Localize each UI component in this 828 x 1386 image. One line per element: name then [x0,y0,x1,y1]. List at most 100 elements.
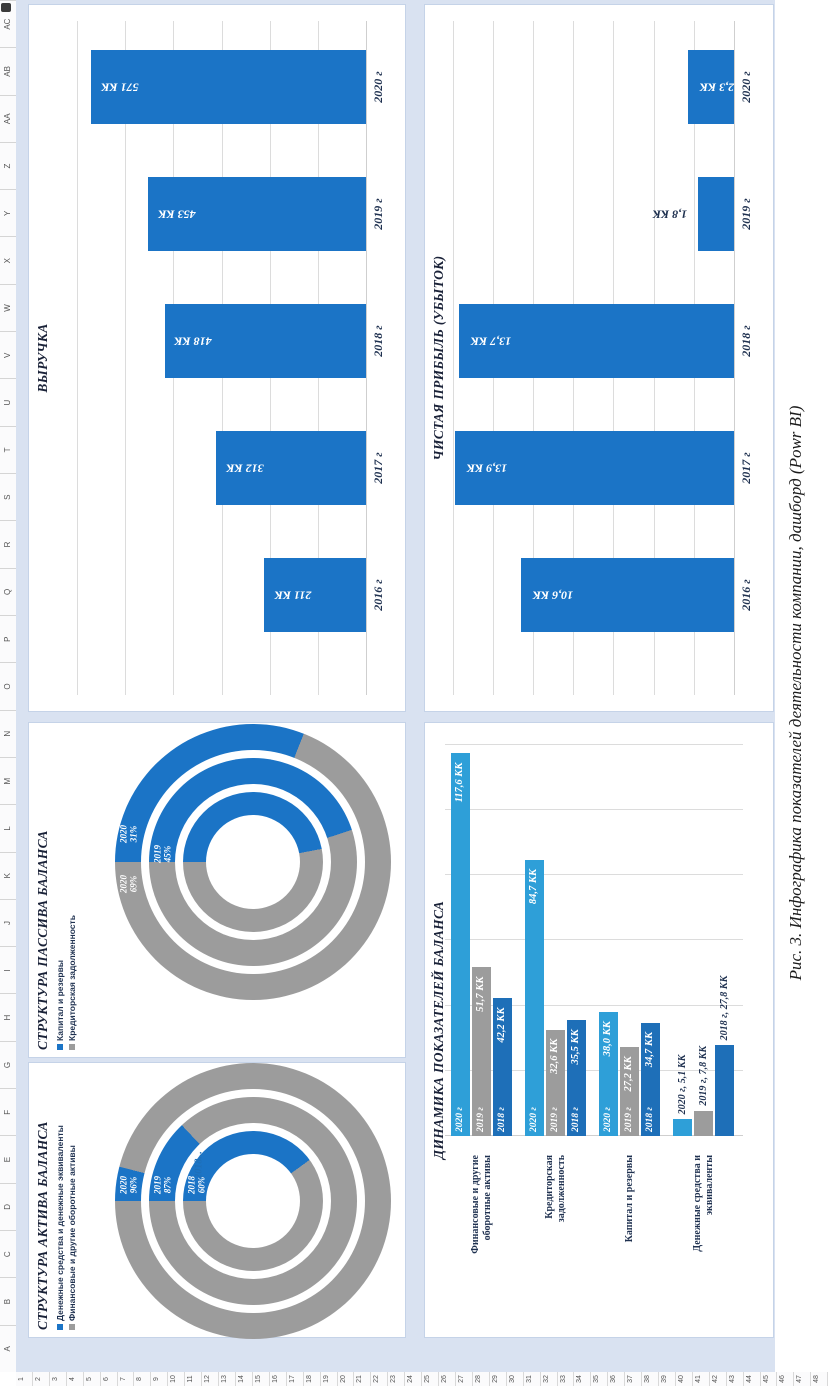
panel-balance-dynamics: ДИНАМИКА ПОКАЗАТЕЛЕЙ БАЛАНСА Финансовые … [424,722,774,1338]
row-number: 27 [455,1372,473,1386]
row-number: 16 [269,1372,287,1386]
column-letter-J: J [0,898,16,947]
gridline [445,874,743,876]
bar-year-label: 2019 г [550,1107,560,1132]
bar-value-label: 312 КК [225,461,264,476]
column-letter-B: B [0,1277,16,1325]
bar-2020 г [673,1119,692,1136]
ring-label-2020: 2020 69% [118,875,139,893]
row-number: 7 [117,1372,135,1386]
column-letter-I: I [0,946,16,994]
bar-outside-label: 2019 г, 7,8 КК [698,1045,709,1106]
row-number: 5 [83,1372,101,1386]
row-number: 48 [811,1372,828,1386]
bar-2018 г [715,1045,734,1136]
column-letter-AA: AA [0,94,16,142]
bar-year-label: 2020 г [603,1107,613,1132]
row-number: 22 [371,1372,389,1386]
row-number: 41 [692,1372,710,1386]
bar-2020 г [451,752,470,1136]
x-axis-label: 2020 г [371,71,385,103]
row-number: 18 [303,1372,321,1386]
bar-value-label: 1,8 КК [652,207,688,222]
row-number: 35 [591,1372,609,1386]
column-letter-X: X [0,236,16,284]
column-letter-C: C [0,1230,16,1278]
column-letter-W: W [0,283,16,332]
row-number: 32 [540,1372,558,1386]
bar-outside-label: 2020 г, 5,1 КК [677,1054,688,1115]
x-axis-label: 2017 г [739,452,753,484]
bar-year-label: 2018 г [645,1107,655,1132]
bar-value-label: 35,5 КК [570,1029,581,1065]
row-number: 37 [625,1372,643,1386]
gridline [452,21,454,695]
row-number: 1 [16,1372,33,1386]
column-letter-L: L [0,804,16,852]
bar-2019 г [697,177,734,251]
column-letter-V: V [0,331,16,379]
panel-net-profit: ЧИСТАЯ ПРИБЫЛЬ (УБЫТОК) 2016 г 10,6 КК 201… [424,4,774,712]
bar-value-label: 13,9 КК [466,461,507,476]
column-letter-T: T [0,425,16,474]
column-letter-F: F [0,1088,16,1136]
bar-2019 г [694,1110,713,1136]
panel-liabilities-structure: СТРУКТУРА ПАССИВА БАЛАНСА Капитал и резе… [28,722,406,1058]
bar-value-label: 117,6 КК [454,762,465,803]
x-axis-label: 2019 г [371,198,385,230]
legend-swatch [57,1324,63,1330]
x-axis-label: 2016 г [739,579,753,611]
row-number: 14 [235,1372,253,1386]
column-letter-A: A [0,1324,16,1372]
bar-year-label: 2020 г [455,1107,465,1132]
column-letter-D: D [0,1182,16,1231]
x-axis-label: 2020 г [739,71,753,103]
column-letter-AB: AB [0,47,16,95]
row-number: 28 [472,1372,490,1386]
row-number: 23 [388,1372,406,1386]
row-number: 31 [523,1372,541,1386]
row-number: 2 [32,1372,50,1386]
legend-item: Кредиторская задолженность [67,915,77,1050]
bar-value-label: 418 КК [174,334,213,349]
row-number: 10 [168,1372,186,1386]
row-number: 36 [608,1372,626,1386]
column-letter-E: E [0,1135,16,1183]
row-number: 20 [337,1372,355,1386]
ring-label-2019: 2019 87% [152,1176,173,1194]
column-letter-K: K [0,851,16,899]
gridline [77,21,78,695]
bar-outside-label: 2018 г, 27,8 КК [719,975,730,1041]
row-number: 25 [422,1372,440,1386]
row-number: 24 [405,1372,423,1386]
row-number: 9 [151,1372,169,1386]
panel-revenue: ВЫРУЧКА 2016 г 211 КК 2017 г 312 КК 2018 г 41… [28,4,406,712]
ring-label-2019: 2019 45% [152,845,173,863]
legend-swatch [69,1324,75,1330]
bar-value-label: 13,7 КК [470,334,511,349]
column-letter-Q: Q [0,567,16,615]
row-number: 45 [760,1372,778,1386]
row-number: 44 [743,1372,761,1386]
row-number: 33 [557,1372,575,1386]
inner-slice-label: 2018... [193,1151,205,1179]
column-letter-N: N [0,709,16,757]
x-axis-label: 2019 г [739,198,753,230]
row-number: 17 [286,1372,304,1386]
row-number: 34 [574,1372,592,1386]
column-letter-Y: Y [0,189,16,237]
chart-title: СТРУКТУРА АКТИВА БАЛАНСА [35,1121,50,1330]
legend-item: Денежные средства и денежные эквиваленты [55,1125,65,1330]
row-numbers: 1 2 3 4 5 6 7 8 9 10 11 12 13 14 15 16 17 18 19 20 21 22 23 24 2… [16,1372,828,1386]
bar-value-label: 27,2 КК [623,1056,634,1092]
row-number: 15 [252,1372,270,1386]
row-number: 38 [642,1372,660,1386]
x-axis-label: 2018 г [739,325,753,357]
gridline [445,809,743,810]
row-number: 39 [659,1372,676,1386]
column-letter-G: G [0,1040,16,1089]
x-axis-label: 2016 г [371,579,385,611]
legend-item: Финансовые и другие оборотные активы [67,1145,77,1330]
